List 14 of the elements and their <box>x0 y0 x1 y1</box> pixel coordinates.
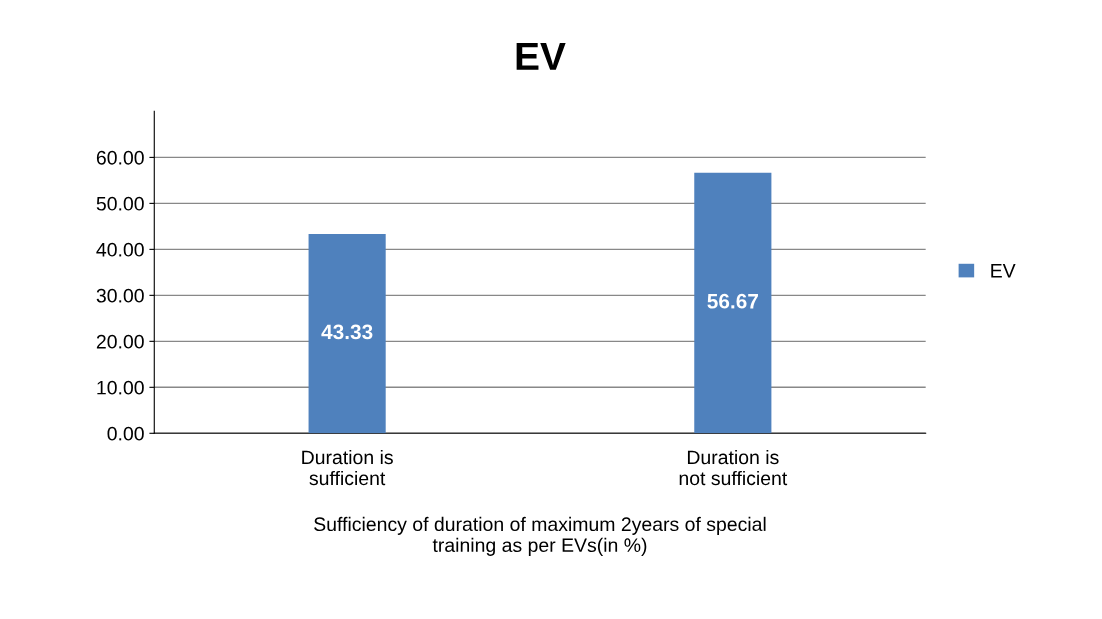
y-tick-label: 50.00 <box>96 196 144 211</box>
x-tick-label: Duration is not sufficient <box>679 449 788 486</box>
data-label: 43.33 <box>321 324 373 340</box>
y-tick-label: 30.00 <box>96 288 144 303</box>
x-tick-label: Duration is sufficient <box>302 449 393 486</box>
y-tick-label: 0.00 <box>107 426 144 441</box>
y-tick-label: 20.00 <box>96 334 144 349</box>
x-axis-title: Sufficiency of duration of maximum 2years of special training as per EVs(in %) <box>314 516 766 556</box>
legend-label: EV <box>991 264 1016 278</box>
data-label: 56.67 <box>707 293 758 309</box>
y-tick-label: 60.00 <box>96 150 144 165</box>
y-tick-label: 40.00 <box>96 242 144 257</box>
chart-title: EV <box>516 43 566 70</box>
y-tick-label: 10.00 <box>97 380 144 395</box>
